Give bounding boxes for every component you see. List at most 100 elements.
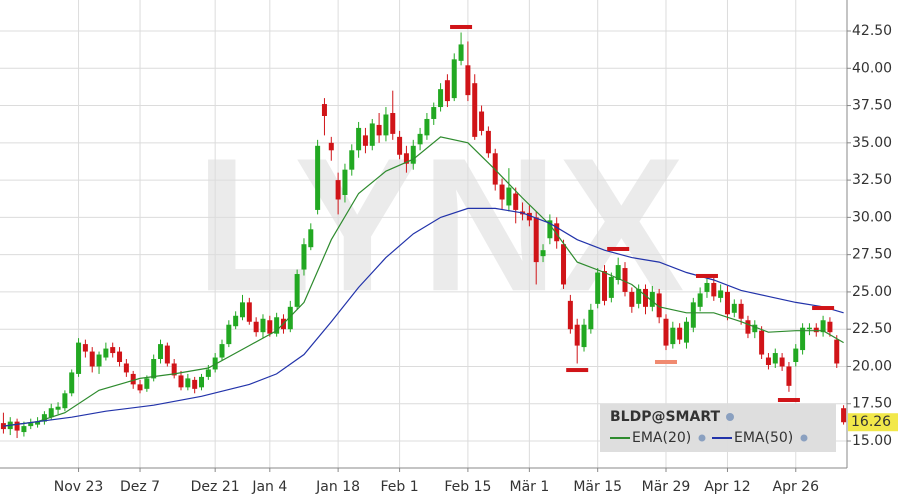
- x-tick-label: Jan 4: [251, 479, 287, 495]
- candle-body: [683, 321, 689, 343]
- candle-body: [602, 271, 608, 301]
- level-marker: [566, 368, 589, 373]
- candle-body: [226, 324, 232, 345]
- candle-body: [362, 135, 368, 146]
- candle-body: [171, 363, 177, 376]
- candle-body: [738, 303, 744, 319]
- candle-body: [130, 373, 136, 385]
- last-price-tag: [848, 413, 898, 432]
- candle-body: [342, 169, 348, 196]
- y-tick-label: 30.00: [852, 209, 892, 225]
- candle-body: [834, 339, 840, 364]
- x-tick-label: Mär 29: [642, 479, 691, 495]
- legend-box: [600, 404, 836, 452]
- x-tick-label: Dez 7: [120, 479, 160, 495]
- candle-body: [369, 123, 375, 146]
- candle-body: [376, 124, 382, 136]
- candle-body: [260, 318, 266, 333]
- candle-body: [403, 153, 409, 164]
- candle-body: [663, 318, 669, 346]
- candle-body: [335, 180, 341, 200]
- candle-body: [642, 288, 648, 307]
- candle-body: [35, 421, 41, 425]
- x-tick-label: Mär 15: [573, 479, 622, 495]
- candle-body: [636, 288, 642, 304]
- candle-body: [212, 357, 218, 370]
- candle-body: [506, 187, 512, 206]
- candle-body: [827, 321, 833, 333]
- candle-body: [117, 351, 123, 362]
- candle-body: [622, 268, 628, 292]
- candle-body: [110, 347, 116, 354]
- candle-body: [164, 345, 170, 364]
- candle-body: [820, 320, 826, 333]
- candle-body: [233, 315, 239, 327]
- candle-body: [724, 291, 730, 315]
- candle-body: [410, 145, 416, 164]
- candle-body: [629, 291, 635, 307]
- candle-body: [561, 244, 567, 285]
- candle-body: [465, 65, 471, 96]
- candle-body: [704, 282, 710, 292]
- y-tick-label: 32.50: [852, 172, 892, 188]
- candle-body: [48, 408, 54, 418]
- candle-body: [246, 302, 252, 322]
- level-marker: [812, 306, 835, 311]
- candle-body: [745, 320, 751, 334]
- candle-body: [55, 406, 61, 410]
- candle-body: [103, 348, 109, 358]
- candle-body: [690, 302, 696, 328]
- candle-body: [308, 229, 314, 248]
- y-tick-label: 27.50: [852, 247, 892, 263]
- y-tick-label: 25.00: [852, 284, 892, 300]
- y-tick-label: 20.00: [852, 358, 892, 374]
- candle-body: [356, 127, 362, 151]
- candle-body: [96, 354, 102, 367]
- candle-body: [62, 393, 68, 409]
- candle-body: [485, 130, 491, 154]
- candle-body: [472, 83, 478, 137]
- x-tick-label: Feb 1: [381, 479, 419, 495]
- candle-body: [670, 327, 676, 345]
- x-tick-label: Nov 23: [54, 479, 104, 495]
- candle-body: [69, 372, 75, 394]
- candle-body: [431, 107, 437, 119]
- candle-body: [526, 212, 532, 221]
- candle-body: [274, 317, 280, 334]
- candle-body: [321, 104, 327, 116]
- last-price-label: 16.26: [851, 414, 891, 430]
- level-marker: [607, 246, 630, 251]
- level-marker: [777, 398, 800, 403]
- candle-body: [417, 133, 423, 145]
- level-marker: [654, 359, 677, 364]
- candle-body: [219, 344, 225, 358]
- candle-body: [588, 309, 594, 330]
- candle-body: [458, 44, 464, 61]
- candle-body: [14, 421, 20, 431]
- x-tick-label: Jan 18: [315, 479, 360, 495]
- candle-body: [759, 330, 765, 355]
- candle-body: [547, 220, 553, 239]
- candle-body: [499, 184, 505, 200]
- candle-body: [239, 302, 245, 318]
- candle-body: [540, 250, 546, 257]
- candle-body: [41, 414, 47, 422]
- candle-body: [137, 384, 143, 391]
- candle-body: [21, 426, 27, 433]
- candle-body: [731, 303, 737, 313]
- candle-body: [76, 342, 82, 374]
- candle-body: [301, 244, 307, 270]
- candle-body: [123, 363, 129, 373]
- level-marker: [695, 273, 718, 278]
- candle-body: [567, 300, 573, 330]
- candle-body: [451, 59, 457, 99]
- candle-body: [711, 282, 717, 297]
- candle-body: [383, 114, 389, 136]
- y-tick-label: 22.50: [852, 321, 892, 337]
- candle-body: [513, 193, 519, 210]
- candle-body: [82, 344, 88, 352]
- candle-body: [608, 277, 614, 298]
- candle-body: [287, 306, 293, 330]
